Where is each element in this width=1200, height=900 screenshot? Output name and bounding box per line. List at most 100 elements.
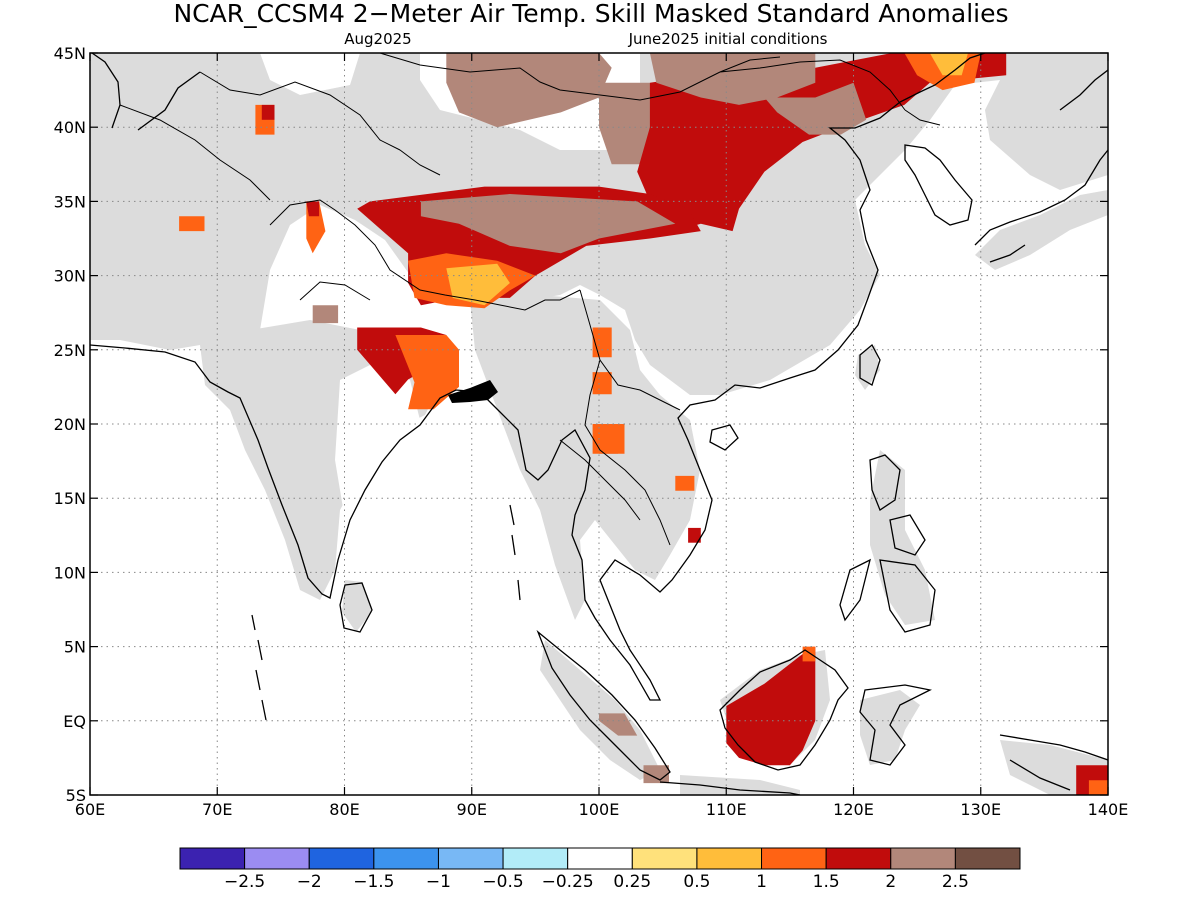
- anomaly-region-17: [179, 216, 205, 232]
- anomaly-region-20: [395, 335, 459, 410]
- border-indian-subcontinent: [269, 199, 581, 311]
- colorbar-label: −2.5: [224, 872, 265, 892]
- lat-tick-label: 15N: [54, 489, 86, 508]
- coastline-korea: [904, 144, 973, 226]
- lon-tick-label: 120E: [833, 800, 874, 819]
- coastline-japan: [974, 69, 1108, 263]
- lat-tick-label: 25N: [54, 341, 86, 360]
- colorbar-label: 1: [756, 872, 767, 892]
- colorbar-label: −0.5: [482, 872, 523, 892]
- coastline-sulawesi: [859, 684, 932, 766]
- border-central-asia: [119, 71, 441, 201]
- lat-tick-label: 45N: [54, 44, 86, 63]
- colorbar: −2.5 −2 −1.5 −1 −0.5 −0.25 0.25 0.5 1 1.5 2 2.5: [179, 847, 1021, 892]
- colorbar-swatch: [567, 847, 633, 870]
- colorbar-swatch: [437, 847, 504, 870]
- figure-title: NCAR_CCSM4 2−Meter Air Temp. Skill Maske…: [173, 0, 1008, 28]
- anomaly-region-27: [802, 646, 816, 662]
- land-mask-srilanka: [342, 580, 372, 632]
- colorbar-swatch: [761, 847, 827, 870]
- colorbar-label: 2: [885, 872, 896, 892]
- colorbar-label: −1: [426, 872, 451, 892]
- anomaly-region-28: [599, 713, 638, 736]
- unmasked-land-deccan: [335, 360, 420, 520]
- colorbar-swatch: [502, 847, 569, 870]
- lat-tick-label: EQ: [63, 712, 86, 731]
- lon-tick-label: 110E: [706, 800, 747, 819]
- anomaly-region-14: [306, 201, 320, 217]
- subtitle-initial-conditions: June2025 initial conditions: [628, 30, 828, 48]
- coastline-java: [659, 781, 801, 795]
- colorbar-swatch: [954, 847, 1021, 870]
- anomaly-region-12: [446, 263, 510, 306]
- colorbar-swatch: [696, 847, 763, 870]
- anomaly-region-16: [261, 104, 275, 120]
- colorbar-label: 2.5: [942, 872, 969, 892]
- lat-tick-label: 30N: [54, 267, 86, 286]
- anomaly-region-6: [764, 82, 867, 135]
- coastlines-and-borders: [90, 53, 1108, 795]
- coastline-caspian-black-sea: [91, 53, 201, 131]
- unmasked-land-west: [260, 53, 360, 95]
- lat-lon-grid: [90, 53, 1108, 795]
- anomaly-region-10: [420, 194, 676, 254]
- anomaly-region-18: [312, 305, 339, 324]
- lon-tick-label: 70E: [202, 800, 232, 819]
- coastline-andaman-nicobar: [509, 504, 521, 601]
- lat-tick-label: 5S: [66, 786, 86, 805]
- anomaly-region-31: [1088, 780, 1108, 795]
- lat-tick-label: 10N: [54, 563, 86, 582]
- colorbar-label: 1.5: [813, 872, 840, 892]
- land-mask-philippines: [870, 450, 935, 625]
- colorbar-swatch: [373, 847, 439, 870]
- bangladesh-delta: [448, 380, 498, 403]
- colorbar-swatch: [825, 847, 892, 870]
- lon-tick-label: 80E: [329, 800, 359, 819]
- coastline-srilanka: [339, 582, 373, 633]
- anomaly-region-8: [929, 53, 968, 76]
- lat-tick-label: 20N: [54, 415, 86, 434]
- colorbar-label: −2: [297, 872, 322, 892]
- lon-tick-label: 60E: [75, 800, 105, 819]
- anomaly-region-26: [726, 646, 816, 766]
- coastline-maldives-laccadives: [251, 614, 267, 721]
- coastline-hainan: [709, 424, 739, 451]
- land-mask-japan: [975, 190, 1108, 270]
- colorbar-label: −1.5: [353, 872, 394, 892]
- colorbar-label: −0.25: [542, 872, 594, 892]
- coastline-newguinea: [999, 734, 1108, 791]
- anomaly-region-1: [446, 53, 612, 128]
- anomaly-region-32: [592, 372, 612, 395]
- anomaly-region-25: [688, 527, 701, 543]
- colorbar-swatch: [244, 847, 310, 870]
- coastline-borneo: [719, 649, 849, 771]
- lat-tick-label: 5N: [64, 638, 86, 657]
- border-china-mongolia-russia: [379, 53, 941, 126]
- anomaly-region-22: [592, 424, 625, 454]
- colorbar-swatch: [308, 847, 375, 870]
- colorbar-swatch: [890, 847, 956, 870]
- lat-tick-label: 40N: [54, 118, 86, 137]
- land-mask-sumatra: [540, 640, 660, 780]
- coastline-sumatra: [536, 629, 671, 781]
- map-area: [90, 53, 1108, 795]
- colorbar-label: 0.5: [683, 872, 710, 892]
- lon-tick-label: 140E: [1088, 800, 1129, 819]
- land-mask-indochina: [470, 295, 700, 620]
- colorbar-label: 0.25: [613, 872, 651, 892]
- colorbar-swatch: [631, 847, 698, 870]
- subtitle-valid-month: Aug2025: [344, 30, 411, 48]
- coastline-asia-mainland: [90, 53, 986, 701]
- colorbar-swatch: [179, 847, 246, 870]
- anomaly-region-24: [675, 475, 695, 491]
- lat-tick-label: 35N: [54, 192, 86, 211]
- land-mask-sulawesi: [860, 690, 920, 765]
- lon-tick-label: 90E: [457, 800, 487, 819]
- coastline-philippines: [839, 454, 936, 633]
- lon-tick-label: 100E: [579, 800, 620, 819]
- lon-tick-label: 130E: [960, 800, 1001, 819]
- coastline-taiwan: [859, 343, 881, 386]
- land-mask-java: [680, 775, 800, 795]
- border-indochina: [559, 289, 681, 546]
